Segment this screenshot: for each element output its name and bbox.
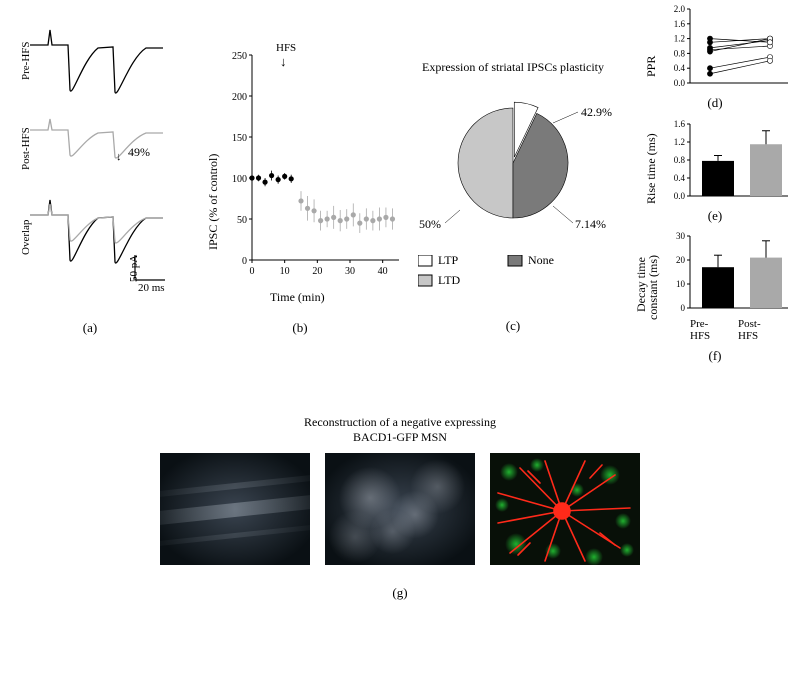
g-title2: BACD1-GFP MSN xyxy=(150,430,650,445)
scalebar-x: 20 ms xyxy=(138,282,165,294)
svg-text:150: 150 xyxy=(232,133,247,144)
svg-text:0.0: 0.0 xyxy=(674,78,686,88)
svg-text:0.4: 0.4 xyxy=(674,173,686,183)
svg-text:7.14%: 7.14% xyxy=(575,217,606,231)
svg-text:↓: ↓ xyxy=(116,151,122,163)
svg-text:1.2: 1.2 xyxy=(674,34,685,44)
xlabel-b: Time (min) xyxy=(270,290,325,305)
ylabel-e: Rise time (ms) xyxy=(644,133,659,204)
svg-text:50%: 50% xyxy=(419,217,441,231)
svg-text:30: 30 xyxy=(345,266,355,277)
neuron-reconstruction xyxy=(490,453,640,565)
legend-none: None xyxy=(528,253,554,268)
sublabel-e: (e) xyxy=(640,208,790,224)
sublabel-g: (g) xyxy=(150,585,650,601)
svg-text:0: 0 xyxy=(681,303,686,313)
sublabel-b: (b) xyxy=(200,320,400,336)
legend-ltd: LTD xyxy=(438,273,460,288)
sublabel-a: (a) xyxy=(10,320,170,336)
hfs-arrow: ↓ xyxy=(280,54,287,70)
panel-e: Rise time (ms) 0.00.40.81.21.6 (e) xyxy=(640,118,790,218)
ylabel-b: IPSC (% of control) xyxy=(206,154,221,250)
panel-c: Expression of striatal IPSCs plasticity … xyxy=(398,60,628,320)
chart-b: 0 50 100 150 200 250 0 10 20 30 40 xyxy=(224,50,404,290)
svg-text:250: 250 xyxy=(232,51,247,62)
panel-b: IPSC (% of control) 0 50 100 150 200 250 0 10 20… xyxy=(200,30,400,320)
sublabel-f: (f) xyxy=(640,348,790,364)
svg-text:0.0: 0.0 xyxy=(674,191,686,201)
panel-a: Pre-HFS Post-HFS Overlap ↓ xyxy=(10,20,170,320)
figure: Pre-HFS Post-HFS Overlap ↓ xyxy=(0,0,796,695)
svg-text:20: 20 xyxy=(312,266,322,277)
depression-pct: 49% xyxy=(128,145,150,160)
svg-text:0: 0 xyxy=(242,256,247,267)
legend-c: LTP LTD None xyxy=(418,255,608,295)
panel-d: PPR 0.00.40.81.21.62.0 (d) xyxy=(640,5,790,105)
ylabel-f2: constant (ms) xyxy=(646,255,661,320)
svg-text:20: 20 xyxy=(676,255,686,265)
micrograph-1 xyxy=(160,453,310,565)
svg-text:0.4: 0.4 xyxy=(674,63,686,73)
svg-text:0: 0 xyxy=(250,266,255,277)
sublabel-d: (d) xyxy=(640,95,790,111)
svg-text:0.8: 0.8 xyxy=(674,155,686,165)
legend-ltp: LTP xyxy=(438,253,458,268)
svg-text:30: 30 xyxy=(676,231,686,241)
chart-d: 0.0 0.4 0.8 1.2 1.6 2.0 xyxy=(664,5,794,93)
g-title1: Reconstruction of a negative expressing xyxy=(150,415,650,430)
svg-text:40: 40 xyxy=(378,266,388,277)
svg-text:0.8: 0.8 xyxy=(674,48,686,58)
scalebar-y: 50 pA xyxy=(128,255,140,282)
chart-f: 0 10 20 30 xyxy=(664,230,794,318)
svg-text:50: 50 xyxy=(237,215,247,226)
xlabel-post1: Post- xyxy=(738,318,761,330)
panel-f: Decay time constant (ms) 0102030 Pre- HF… xyxy=(640,230,790,360)
svg-text:2.0: 2.0 xyxy=(674,5,686,14)
pie-title: Expression of striatal IPSCs plasticity xyxy=(398,60,628,75)
svg-text:10: 10 xyxy=(280,266,290,277)
svg-text:100: 100 xyxy=(232,174,247,185)
xlabel-post2: HFS xyxy=(738,330,758,342)
traces-svg: ↓ xyxy=(28,20,178,280)
svg-text:10: 10 xyxy=(676,279,686,289)
svg-text:1.2: 1.2 xyxy=(674,137,685,147)
ylabel-d: PPR xyxy=(644,56,659,77)
sublabel-c: (c) xyxy=(398,318,628,334)
xlabel-pre1: Pre- xyxy=(690,318,708,330)
chart-e: 0.0 0.4 0.8 1.2 1.6 xyxy=(664,118,794,206)
panel-g: Reconstruction of a negative expressing … xyxy=(150,415,650,625)
micrograph-2 xyxy=(325,453,475,565)
svg-text:200: 200 xyxy=(232,92,247,103)
svg-text:42.9%: 42.9% xyxy=(581,105,612,119)
pie-chart: 50% 7.14% 42.9% xyxy=(403,78,623,248)
xlabel-pre2: HFS xyxy=(690,330,710,342)
svg-text:1.6: 1.6 xyxy=(674,119,686,129)
svg-text:1.6: 1.6 xyxy=(674,19,686,29)
hfs-label: HFS xyxy=(276,42,296,54)
